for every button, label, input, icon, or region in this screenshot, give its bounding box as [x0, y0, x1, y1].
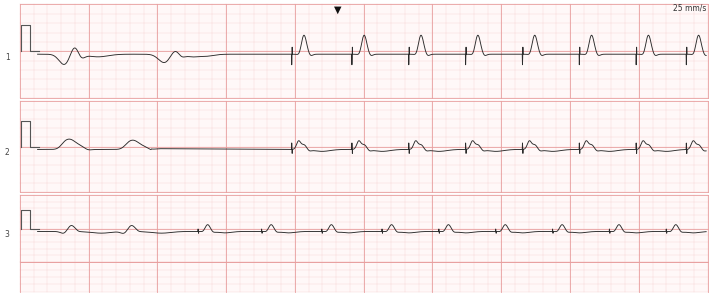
Bar: [20, 101, 708, 192]
Text: 1: 1: [5, 53, 9, 62]
Bar: [20, 262, 708, 292]
Text: ▼: ▼: [334, 5, 341, 15]
Text: 3: 3: [5, 230, 9, 239]
Bar: [20, 4, 708, 98]
Bar: [20, 195, 708, 262]
Text: 2: 2: [5, 148, 9, 157]
Text: 25 mm/s: 25 mm/s: [674, 4, 707, 13]
